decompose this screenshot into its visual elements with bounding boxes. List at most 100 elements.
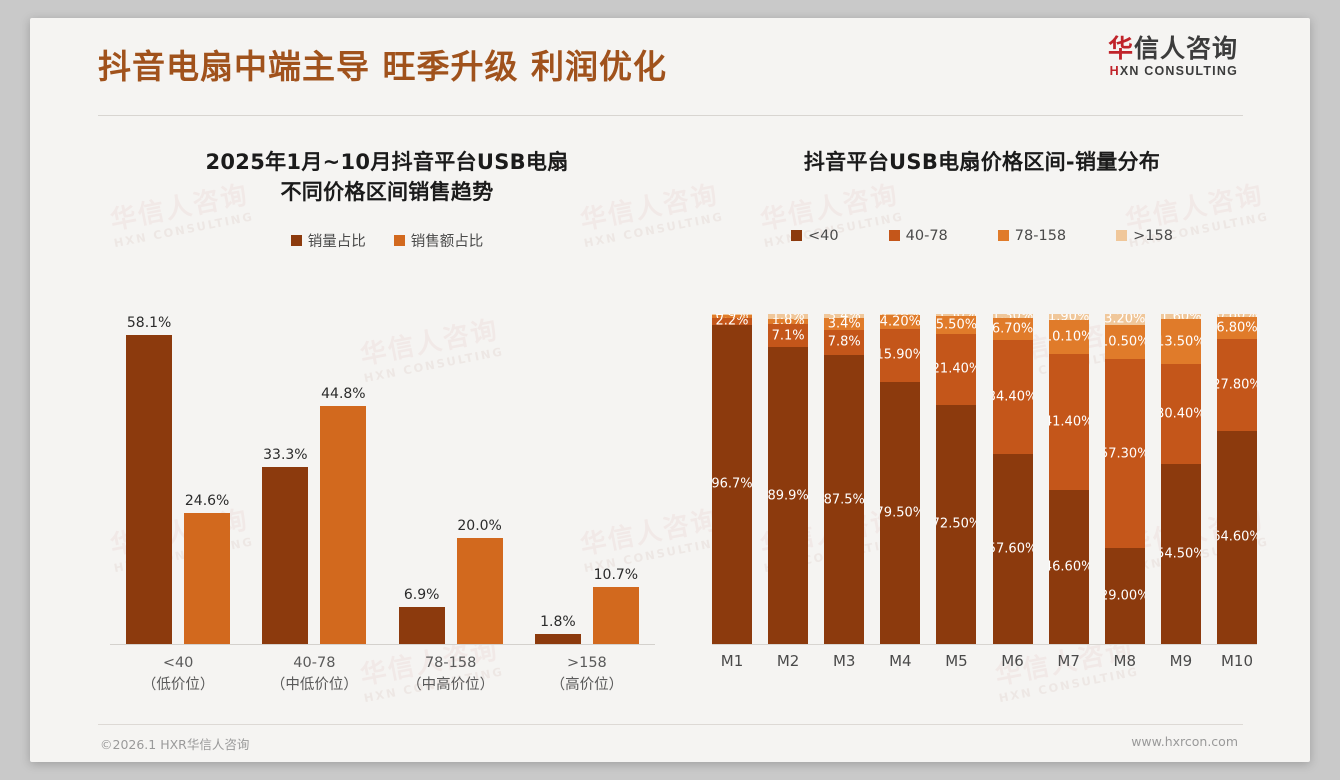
bar — [320, 405, 367, 644]
legend-label: 销量占比 — [307, 233, 366, 250]
stacked-bar-segment: 6.80% — [1216, 316, 1257, 340]
stacked-bar-segment: 1.6% — [768, 314, 809, 319]
stacked-bar-segment: 96.7% — [712, 324, 752, 644]
left-chart-title-line2: 不同价格区间销售趋势 — [280, 179, 494, 204]
brand-logo: 华信人咨询 HXN CONSULTING — [1088, 34, 1238, 78]
slide-canvas: 抖音电扇中端主导 旺季升级 利润优化 华信人咨询 HXN CONSULTING … — [30, 18, 1310, 762]
segment-value-label: 87.5% — [824, 492, 865, 508]
legend-swatch-icon — [393, 234, 405, 246]
stacked-bar-segment: 41.40% — [1048, 353, 1089, 491]
right-legend-item[interactable]: 78-158 — [997, 228, 1066, 244]
stacked-bar-column[interactable]: 1.60% 13.50% 30.40% 54.50% — [1160, 314, 1201, 644]
left-chart-title-line1: 2025年1月~10月抖音平台USB电扇 — [205, 150, 569, 174]
stacked-bar-column[interactable]: 4.20%4.20%15.90%79.50% — [880, 314, 921, 644]
segment-value-label: 10.50% — [1105, 334, 1145, 350]
stacked-bar-segment: 4.8% — [712, 314, 752, 315]
right-chart-title: 抖音平台USB电扇价格区间-销量分布 — [803, 150, 1161, 174]
segment-value-label: 5.50% — [936, 317, 977, 333]
x-tick-label: M9 — [1169, 652, 1193, 670]
legend-label: <40 — [808, 227, 839, 244]
stacked-bar-segment: 3.20% — [1104, 314, 1145, 325]
bar-column[interactable]: 58.1% — [126, 315, 173, 644]
right-chart-panel: 抖音平台USB电扇价格区间-销量分布 <40 40-78 78-158 >158 4.… — [702, 136, 1262, 706]
right-chart-x-tick-labels: M1 M2 M3 M4 M5 M6 M7 M8 M9 M10 — [712, 652, 1257, 670]
bar-column[interactable]: 6.9% — [398, 587, 445, 644]
stacked-bar-column[interactable]: 1.90% 10.10% 41.40% 46.60% — [1048, 314, 1089, 644]
x-tick-label: 40-78 （中低价位） — [246, 652, 382, 697]
x-tick-label: >158 （高价位） — [519, 652, 655, 697]
stacked-bar-segment: 1.6% — [768, 318, 809, 324]
grouped-bar-plot-area: 58.1% 24.6% 33.3% 44.8% 6.9% 20.0% 1.8% 10.7% — [110, 314, 655, 644]
segment-value-label: 13.50% — [1161, 334, 1201, 350]
stacked-bar-segment: 57.30% — [1104, 359, 1145, 549]
segment-value-label: 5.50% — [936, 314, 976, 316]
stacked-bar-segment: 79.50% — [880, 381, 921, 644]
stacked-bar-segment: 0.80% — [1216, 314, 1257, 317]
logo-cn-rest: 信人咨询 — [1133, 34, 1238, 63]
slide-header: 抖音电扇中端主导 旺季升级 利润优化 华信人咨询 HXN CONSULTING — [30, 18, 1310, 118]
segment-value-label: 46.60% — [1049, 559, 1089, 575]
stacked-bar-segment: 1.90% — [1048, 314, 1089, 321]
x-tick-label: M6 — [1001, 652, 1024, 670]
x-tick-label: M10 — [1220, 652, 1253, 670]
segment-value-label: 1.60% — [1161, 314, 1201, 319]
x-tick-label: M4 — [889, 652, 912, 670]
logo-english-text: HXN CONSULTING — [1088, 64, 1238, 78]
bar-group: 33.3% 44.8% — [246, 314, 382, 644]
stacked-bar-segment: 5.50% — [936, 316, 977, 335]
logo-cn-accent: 华 — [1107, 34, 1134, 63]
stacked-bar-segment: 4.20% — [880, 314, 921, 316]
stacked-bar-segment: 7.1% — [768, 323, 809, 348]
stacked-bar-segment: 64.60% — [1216, 430, 1257, 644]
stacked-bar-column[interactable]: 1.6%1.6% 7.1% 89.9% — [768, 314, 809, 644]
footer-copyright: ©2026.1 HXR华信人咨询 — [100, 737, 250, 752]
segment-value-label: 4.20% — [880, 315, 921, 330]
segment-value-label: 7.8% — [827, 334, 861, 350]
x-tick-secondary: （中低价位） — [270, 677, 358, 694]
legend-swatch-icon — [1116, 230, 1128, 242]
stacked-bar-column[interactable]: 0.80% 6.80% 27.80% 64.60% — [1216, 314, 1257, 644]
x-tick-label: M5 — [945, 652, 968, 670]
stacked-bar-column[interactable]: 5.50%5.50%21.40%72.50% — [936, 314, 977, 644]
stacked-bar-column[interactable]: 4.8%0.9%2.2% 96.7% — [712, 314, 752, 644]
segment-value-label: 0.9% — [715, 315, 748, 318]
bar-column[interactable]: 1.8% — [534, 614, 581, 644]
bar — [398, 607, 445, 644]
legend-label: >158 — [1133, 227, 1173, 244]
bar — [592, 587, 639, 644]
segment-value-label: 41.40% — [1049, 414, 1089, 430]
bar — [126, 334, 173, 644]
bar-value-label: 33.3% — [263, 446, 308, 463]
stacked-bar-segment: 2.2% — [712, 317, 752, 325]
stacked-bar-segment: 7.8% — [824, 329, 865, 356]
bar-column[interactable]: 33.3% — [262, 447, 309, 644]
bar-column[interactable]: 44.8% — [320, 386, 367, 644]
bar-column[interactable]: 20.0% — [456, 518, 503, 644]
bar-value-label: 20.0% — [457, 517, 502, 534]
left-legend-item[interactable]: 销售额占比 — [393, 230, 484, 251]
right-legend-item[interactable]: <40 — [791, 228, 839, 244]
legend-swatch-icon — [791, 230, 803, 242]
logo-en-rest: XN CONSULTING — [1119, 64, 1238, 79]
segment-value-label: 7.1% — [771, 328, 805, 344]
right-legend-item[interactable]: 40-78 — [888, 228, 948, 244]
legend-swatch-icon — [290, 234, 302, 246]
segment-value-label: 27.80% — [1217, 377, 1257, 393]
stacked-bar-segment: 34.40% — [992, 340, 1033, 454]
stacked-bar-segment: 6.70% — [992, 318, 1033, 341]
right-legend-item[interactable]: >158 — [1116, 228, 1173, 244]
bar-column[interactable]: 10.7% — [592, 567, 639, 644]
header-divider — [98, 115, 1243, 116]
stacked-bar-segment: 3.4% — [824, 318, 865, 330]
left-legend-item[interactable]: 销量占比 — [290, 230, 366, 251]
bar — [456, 537, 503, 644]
stacked-bar-column[interactable]: 3.4%3.4% 7.8% 87.5% — [824, 314, 865, 644]
stacked-bar-column[interactable]: 1.30% 6.70% 34.40% 57.60% — [992, 314, 1033, 644]
stacked-bar-column[interactable]: 3.20% 10.50% 57.30% 29.00% — [1104, 314, 1145, 644]
segment-value-label: 4.8% — [715, 314, 748, 315]
bar-column[interactable]: 24.6% — [184, 493, 231, 644]
segment-value-label: 79.50% — [880, 505, 920, 521]
stacked-bar-segment: 54.50% — [1160, 464, 1201, 644]
legend-label: 销售额占比 — [410, 233, 484, 250]
stacked-bar-segment: 15.90% — [880, 329, 921, 382]
